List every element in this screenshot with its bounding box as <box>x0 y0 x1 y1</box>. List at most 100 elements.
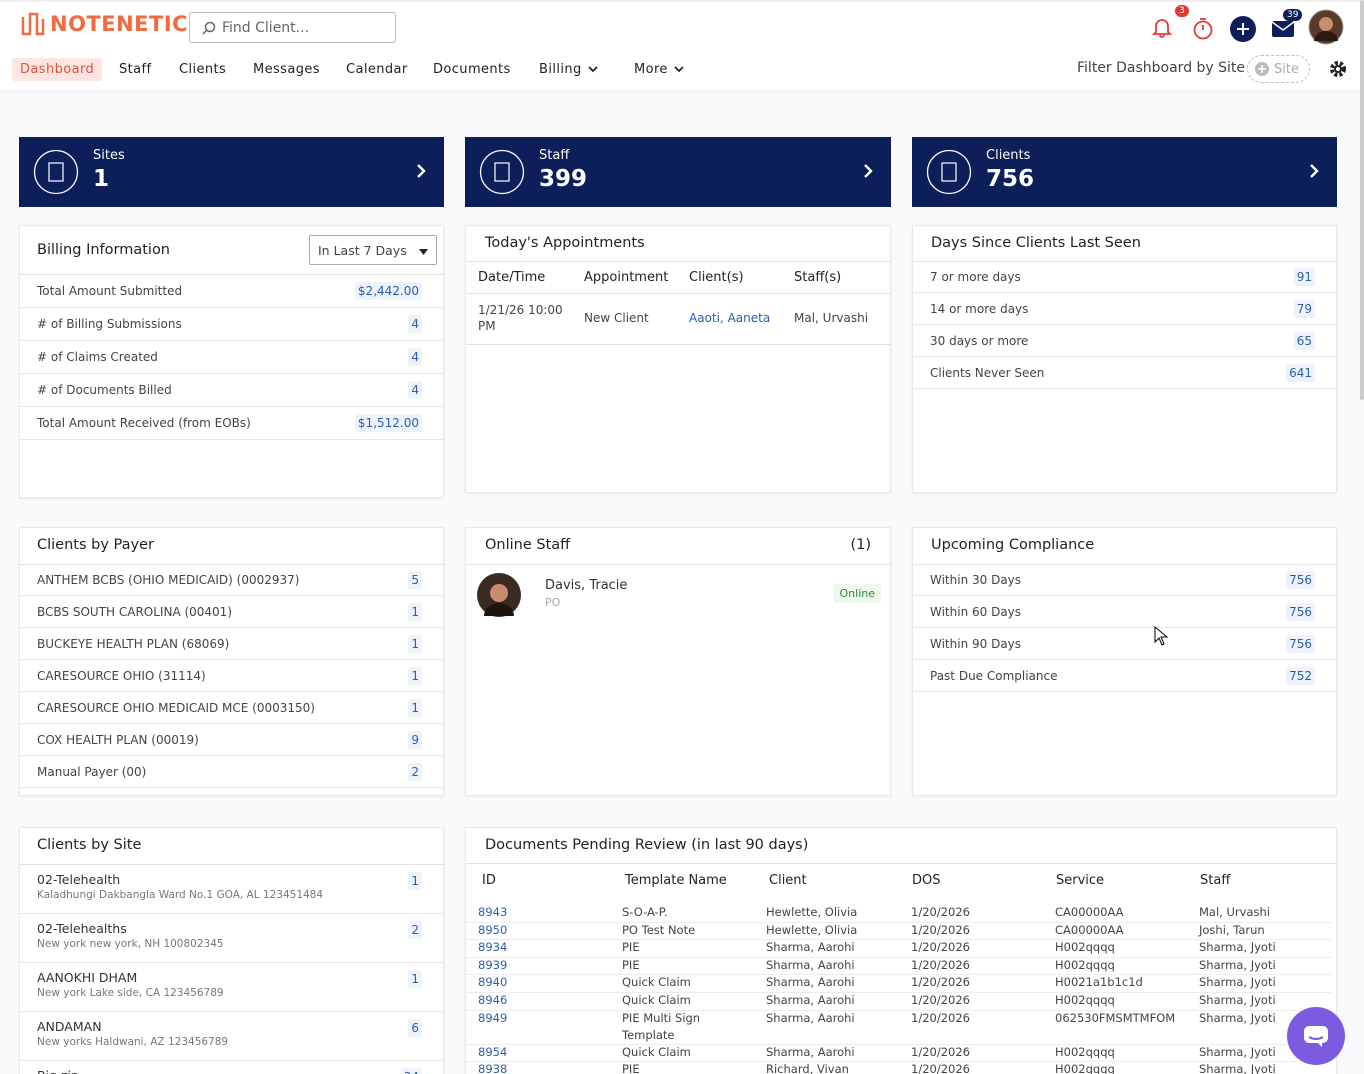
summary-card[interactable]: Staff 399 <box>465 137 891 207</box>
summary-label: Clients <box>986 148 1031 163</box>
nav-item[interactable]: Calendar <box>338 58 416 81</box>
add-button[interactable] <box>1230 16 1256 46</box>
chevron-right <box>863 163 873 183</box>
table-cell: H002qqqq <box>1055 1062 1115 1074</box>
row-label: 7 or more days <box>930 269 1021 284</box>
column-header: Staff(s) <box>794 270 842 285</box>
row-divider <box>466 974 1331 976</box>
search-box[interactable]: Find Client... <box>189 12 396 43</box>
site-filter[interactable]: Site <box>1247 55 1310 83</box>
nav-item[interactable]: Staff <box>111 58 159 81</box>
divider <box>466 564 890 565</box>
list-row: BUCKEYE HEALTH PLAN (68069) 1 <box>20 628 443 660</box>
row-value: 756 <box>1286 570 1315 589</box>
chevron-right <box>416 163 426 183</box>
table-cell[interactable]: 8954 <box>478 1044 508 1059</box>
list-row: Within 60 Days 756 <box>913 596 1336 628</box>
nav-item[interactable]: Billing <box>531 58 606 81</box>
table-cell[interactable]: 8939 <box>478 957 508 972</box>
site-row: Big zip 34 <box>20 1060 443 1074</box>
timer-icon[interactable] <box>1191 17 1215 45</box>
nav-item[interactable]: Dashboard <box>12 58 103 81</box>
table-cell: H0021a1b1c1d <box>1055 975 1143 990</box>
summary-card[interactable]: Sites 1 <box>19 137 444 207</box>
table-cell[interactable]: 8940 <box>478 975 508 990</box>
list-row: 14 or more days 79 <box>913 293 1336 325</box>
table-cell[interactable]: 8949 <box>478 1010 508 1025</box>
row-value: 1 <box>408 634 422 653</box>
compliance-panel: Upcoming Compliance Within 30 Days 756 With… <box>912 527 1337 796</box>
table-cell[interactable]: 8950 <box>478 922 508 937</box>
row-label: Total Amount Submitted <box>37 284 183 298</box>
site-address: New yorks Haldwani, AZ 123456789 <box>37 1036 229 1048</box>
nav-item[interactable]: Documents <box>425 58 519 81</box>
table-cell: 1/20/2026 <box>911 1044 970 1059</box>
table-cell[interactable]: 8934 <box>478 940 508 955</box>
table-cell: Sharma, Jyoti <box>1199 957 1276 972</box>
search-placeholder: Find Client... <box>222 19 310 36</box>
row-label: ANTHEM BCBS (OHIO MEDICAID) (0002937) <box>37 572 300 587</box>
panel-title: Clients by Payer <box>37 537 154 553</box>
logo-text: NOTENETIC <box>50 12 189 36</box>
site-panel: Clients by Site 02-Telehealth Kaladhungi D… <box>19 827 444 1074</box>
settings-gear[interactable] <box>1329 60 1347 82</box>
summary-icon <box>33 149 79 199</box>
row-divider <box>466 1009 1331 1011</box>
table-cell: Sharma, Aarohi <box>766 993 855 1007</box>
table-cell[interactable]: 8946 <box>478 993 508 1007</box>
table-cell: H002qqqq <box>1055 1044 1115 1059</box>
nav-item[interactable]: Clients <box>171 58 234 81</box>
table-cell: Quick Claim <box>622 975 691 990</box>
site-row: 02-Telehealths New york new york, NH 1008… <box>20 913 443 963</box>
site-chip-label: Site <box>1274 61 1299 77</box>
row-value: 91 <box>1293 267 1315 286</box>
bell-icon[interactable] <box>1151 16 1173 42</box>
row-divider <box>466 956 1331 958</box>
column-header: DOS <box>912 873 941 888</box>
table-cell[interactable]: 8943 <box>478 905 508 919</box>
user-avatar[interactable] <box>1308 9 1344 49</box>
nav-item[interactable]: Messages <box>245 58 328 81</box>
table-cell: Sharma, Jyoti <box>1199 940 1276 955</box>
row-label: CARESOURCE OHIO MEDICAID MCE (0003150) <box>37 700 315 715</box>
table-cell: CA00000AA <box>1055 922 1124 937</box>
summary-card[interactable]: Clients 756 <box>912 137 1337 207</box>
list-row: CARESOURCE OHIO (31114) 1 <box>20 660 443 692</box>
table-cell[interactable]: Aaoti, Aaneta <box>689 311 771 325</box>
table-cell: S-O-A-P. <box>622 905 668 919</box>
range-dropdown[interactable]: In Last 7 Days <box>309 235 437 265</box>
days-since-panel: Days Since Clients Last Seen 7 or more da… <box>912 225 1337 493</box>
nav-item[interactable]: More <box>626 58 692 81</box>
list-row: 7 or more days 91 <box>913 261 1336 293</box>
online-count: (1) <box>850 537 871 553</box>
site-name: 02-Telehealth <box>37 872 121 887</box>
range-label: In Last 7 Days <box>318 242 407 258</box>
summary-icon <box>479 149 525 199</box>
table-cell[interactable]: 8938 <box>478 1062 508 1074</box>
table-cell: Quick Claim <box>622 993 691 1007</box>
panel-title: Online Staff <box>485 537 571 553</box>
row-value: 4 <box>408 381 422 399</box>
appointments-panel: Today's Appointments Date/Time Appointment… <box>465 225 891 493</box>
chat-button[interactable] <box>1287 1007 1345 1069</box>
mail-icon[interactable] <box>1271 20 1295 42</box>
column-header: Client(s) <box>689 270 744 285</box>
list-row: Clients Never Seen 641 <box>913 357 1336 389</box>
summary-label: Staff <box>539 148 570 163</box>
panel-title: Documents Pending Review (in last 90 day… <box>485 837 809 853</box>
nav-label: More <box>634 62 668 77</box>
panel-title: Clients by Site <box>37 837 142 853</box>
logo[interactable]: NOTENETIC <box>20 11 188 37</box>
divider <box>466 293 890 294</box>
staff-name[interactable]: Davis, Tracie <box>545 578 628 593</box>
list-row: CARESOURCE OHIO MEDICAID MCE (0003150) 1 <box>20 692 443 724</box>
row-value: 756 <box>1286 634 1315 653</box>
row-value: 641 <box>1286 363 1315 382</box>
list-row: # of Documents Billed 4 <box>20 374 443 407</box>
scrollbar[interactable] <box>1360 0 1364 400</box>
list-row: # of Billing Submissions 4 <box>20 308 443 341</box>
nav-label: Messages <box>253 62 320 77</box>
table-cell: 1/20/2026 <box>911 957 970 972</box>
row-value: 1 <box>408 666 422 685</box>
table-cell: PIE <box>622 940 640 955</box>
